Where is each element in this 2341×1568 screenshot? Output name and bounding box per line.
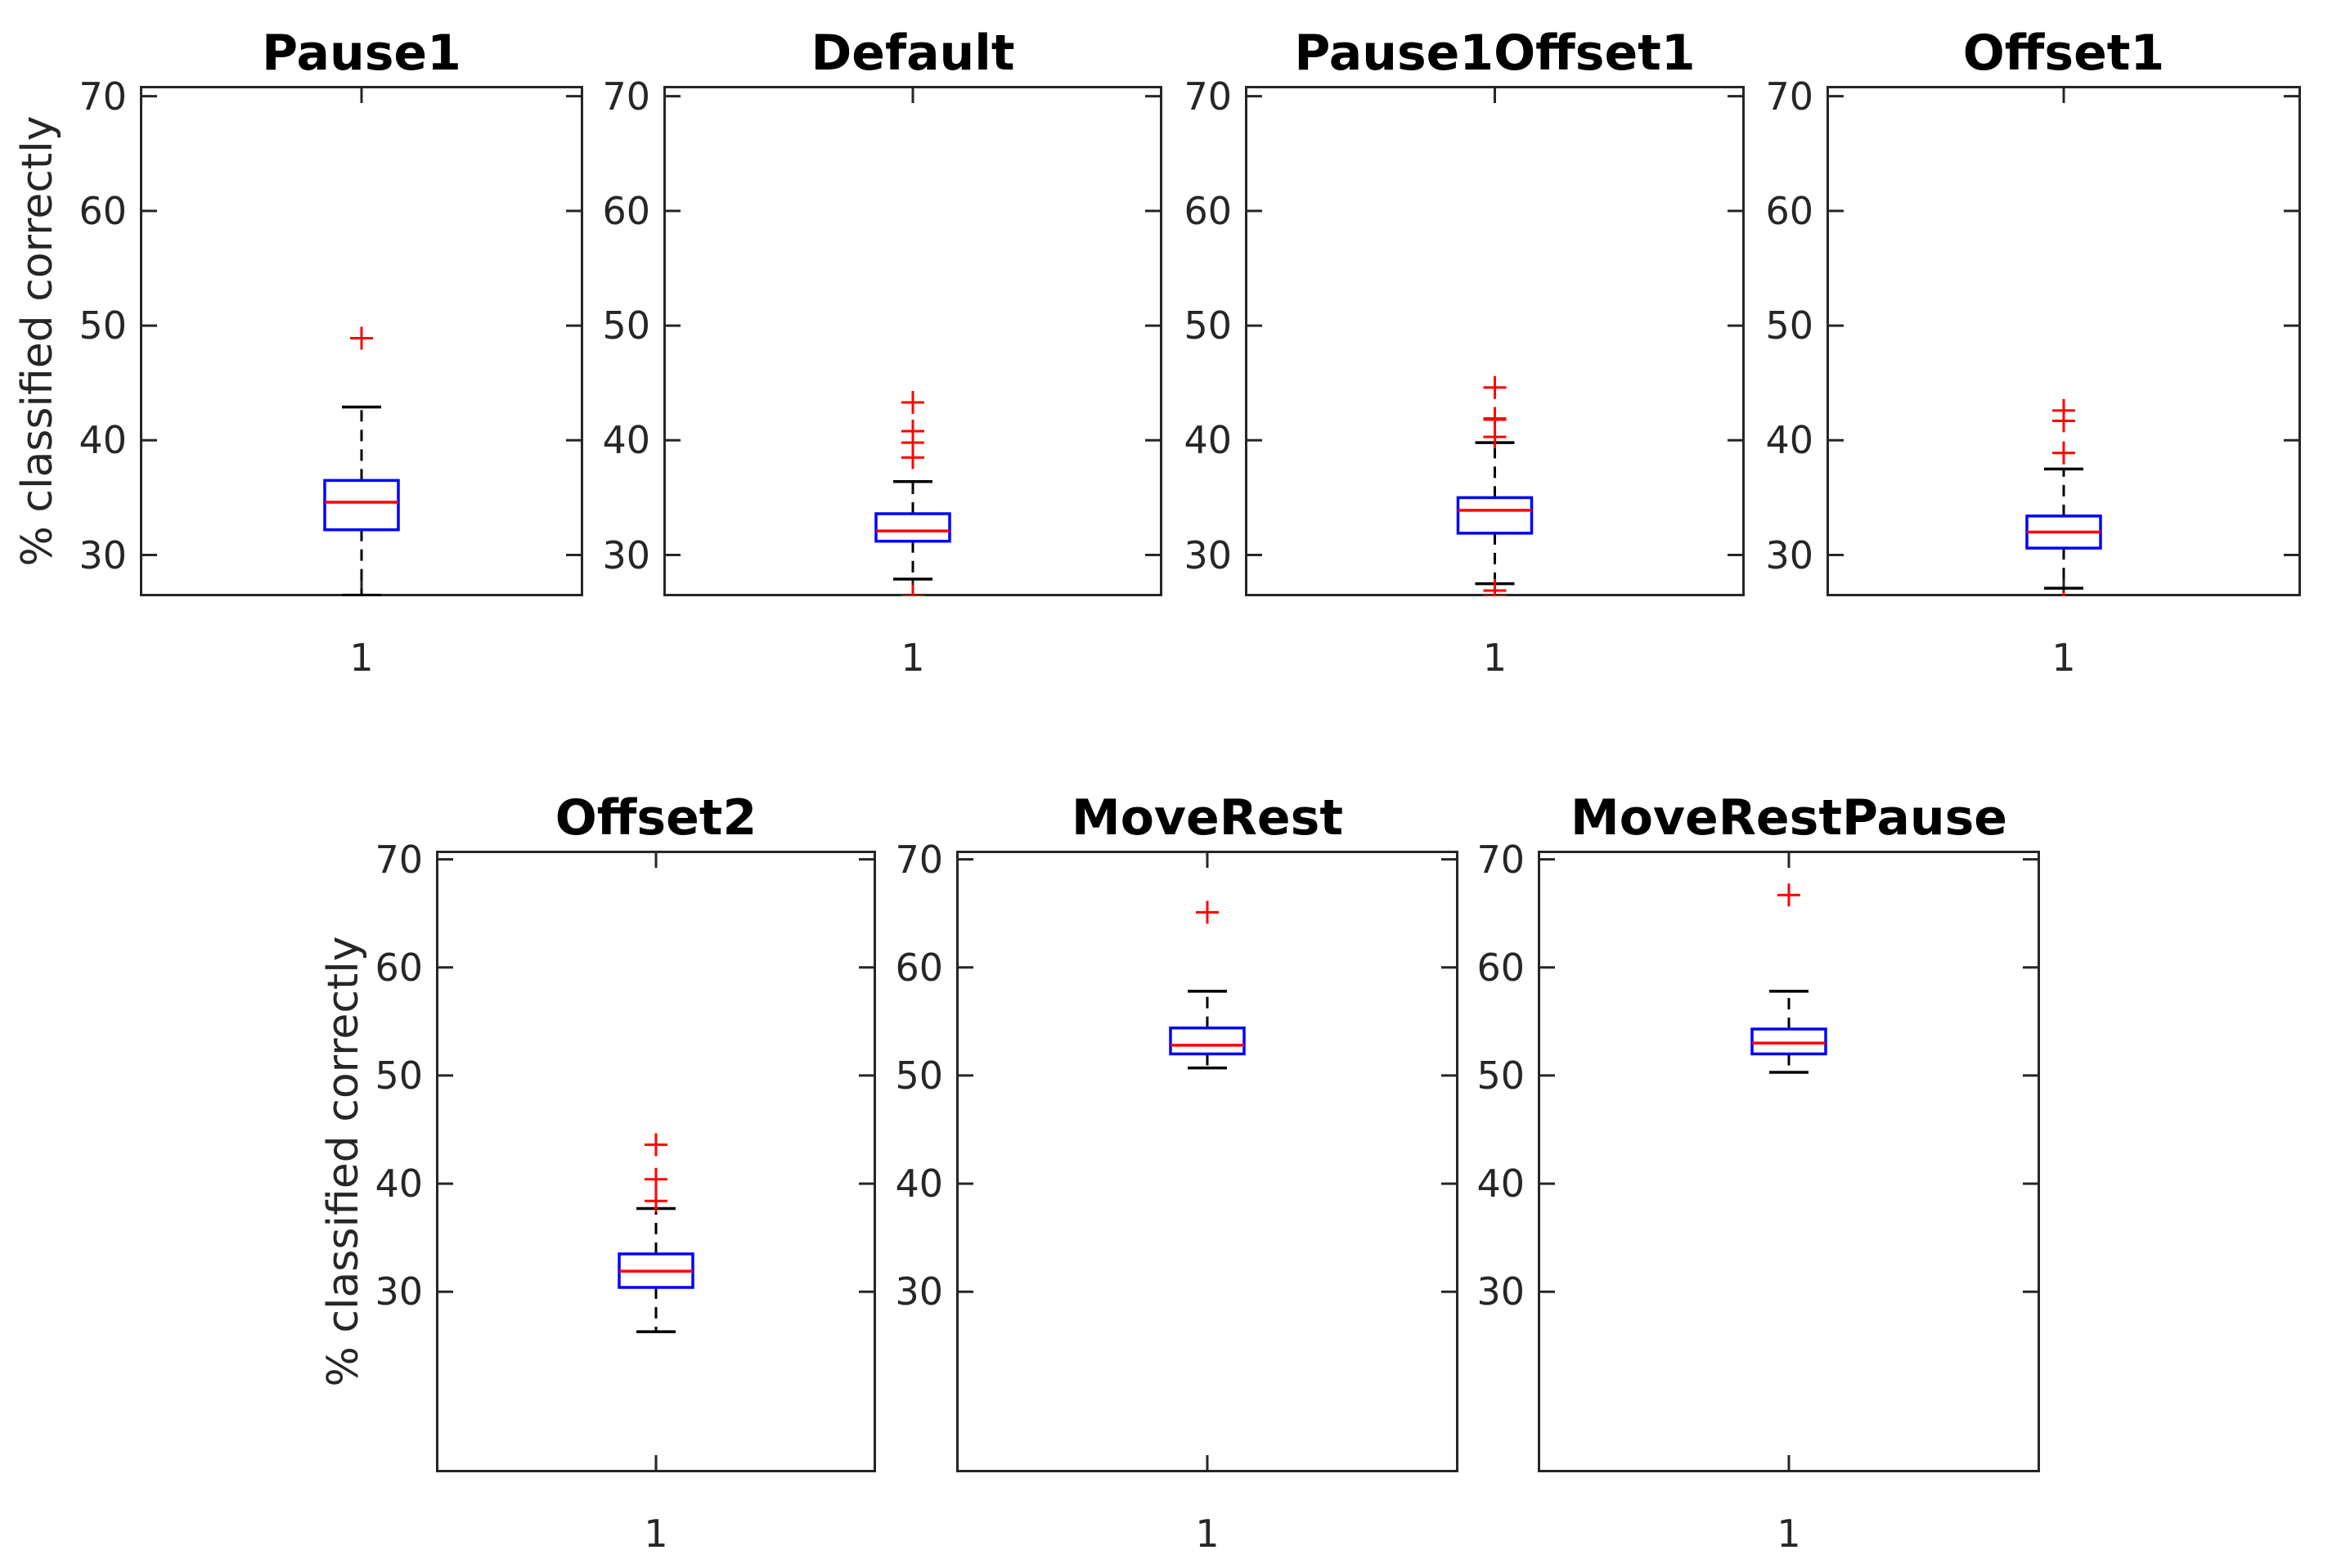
subplot-title: Pause1Offset1 xyxy=(1294,25,1696,82)
y-tick-label: 30 xyxy=(1765,532,1813,577)
y-tick-label: 50 xyxy=(602,303,650,348)
y-tick-label: 70 xyxy=(375,837,423,882)
y-tick-label: 30 xyxy=(602,532,650,577)
boxplot-canvas xyxy=(1827,86,2301,596)
y-tick-label: 70 xyxy=(895,837,943,882)
y-tick-label: 60 xyxy=(1765,188,1813,233)
axes-MoveRest xyxy=(956,851,1458,1472)
axes-frame xyxy=(1827,86,2301,596)
y-tick-label: 50 xyxy=(895,1053,943,1098)
y-tick-label: 70 xyxy=(1765,74,1813,119)
x-tick-label: 1 xyxy=(1195,1512,1220,1556)
boxplot-canvas xyxy=(1538,851,2040,1472)
y-tick-label: 50 xyxy=(79,303,127,348)
x-tick-label: 1 xyxy=(901,636,925,680)
boxplot-canvas xyxy=(1245,86,1745,596)
y-tick-label: 60 xyxy=(79,188,127,233)
y-tick-label: 60 xyxy=(602,188,650,233)
axes-Pause1 xyxy=(140,86,583,596)
boxplot-canvas xyxy=(436,851,876,1472)
y-tick-label: 30 xyxy=(375,1269,423,1314)
y-tick-label: 40 xyxy=(1765,418,1813,463)
y-tick-label: 70 xyxy=(1476,837,1525,882)
axes-frame xyxy=(1245,86,1745,596)
x-tick-label: 1 xyxy=(644,1512,668,1556)
boxplot-canvas xyxy=(956,851,1458,1472)
subplot-title: Offset1 xyxy=(1962,25,2165,82)
y-tick-label: 60 xyxy=(375,945,423,990)
y-tick-label: 30 xyxy=(79,532,127,577)
iqr-box xyxy=(323,478,400,532)
subplot-title: Offset2 xyxy=(555,789,757,847)
y-tick-label: 60 xyxy=(1476,945,1525,990)
iqr-box xyxy=(874,512,951,543)
boxplot-canvas xyxy=(140,86,583,596)
x-tick-label: 1 xyxy=(1482,636,1507,680)
y-tick-label: 30 xyxy=(895,1269,943,1314)
subplot-title: MoveRest xyxy=(1071,789,1344,847)
y-tick-label: 30 xyxy=(1184,532,1232,577)
y-tick-label: 40 xyxy=(895,1161,943,1206)
y-tick-label: 70 xyxy=(602,74,650,119)
axes-Offset1 xyxy=(1827,86,2301,596)
y-tick-label: 50 xyxy=(1476,1053,1525,1098)
subplot-title: Default xyxy=(811,25,1015,82)
axes-Default xyxy=(663,86,1162,596)
y-tick-label: 30 xyxy=(1476,1269,1525,1314)
y-tick-label: 40 xyxy=(602,418,650,463)
subplot-title: MoveRestPause xyxy=(1570,789,2007,847)
boxplot-canvas xyxy=(663,86,1162,596)
axes-frame xyxy=(663,86,1162,596)
y-tick-label: 40 xyxy=(79,418,127,463)
iqr-box xyxy=(1456,496,1534,535)
y-tick-label: 50 xyxy=(375,1053,423,1098)
axes-frame xyxy=(436,851,876,1472)
y-tick-label: 40 xyxy=(1476,1161,1525,1206)
axes-MoveRestPause xyxy=(1538,851,2040,1472)
y-tick-label: 40 xyxy=(375,1161,423,1206)
y-tick-label: 70 xyxy=(79,74,127,119)
y-tick-label: 40 xyxy=(1184,418,1232,463)
axes-Pause1Offset1 xyxy=(1245,86,1745,596)
y-tick-label: 70 xyxy=(1184,74,1232,119)
y-tick-label: 50 xyxy=(1184,303,1232,348)
axes-Offset2 xyxy=(436,851,876,1472)
x-tick-label: 1 xyxy=(349,636,374,680)
subplot-title: Pause1 xyxy=(262,25,461,82)
x-tick-label: 1 xyxy=(1777,1512,1801,1556)
y-tick-label: 60 xyxy=(895,945,943,990)
x-tick-label: 1 xyxy=(2051,636,2076,680)
y-tick-label: 50 xyxy=(1765,303,1813,348)
axes-frame xyxy=(1538,851,2040,1472)
iqr-box xyxy=(1750,1027,1827,1056)
iqr-box xyxy=(1169,1027,1246,1056)
y-tick-label: 60 xyxy=(1184,188,1232,233)
axes-frame xyxy=(956,851,1458,1472)
